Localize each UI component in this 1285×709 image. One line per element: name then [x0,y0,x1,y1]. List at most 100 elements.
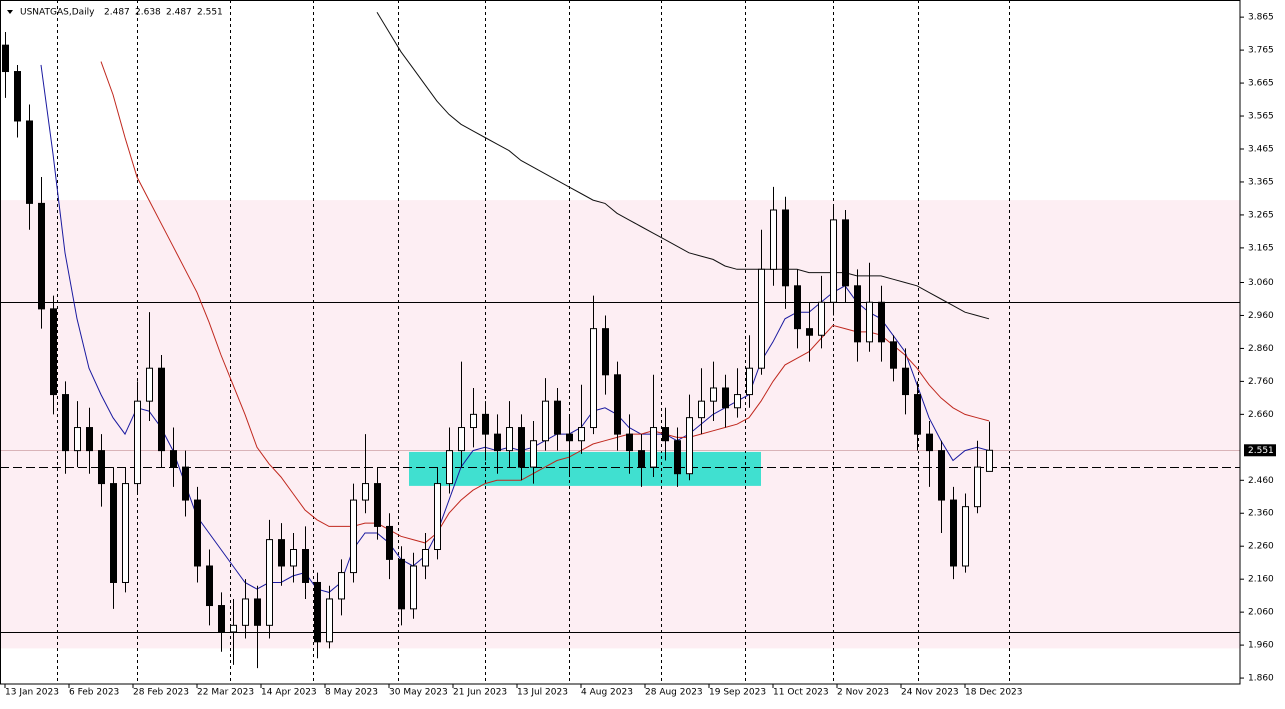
candle-body [842,219,849,287]
candle-body [554,400,561,435]
x-tick-label: 24 Nov 2023 [901,688,959,698]
candle-body [614,374,621,435]
candle-body [902,367,909,396]
candle-body [782,209,789,287]
candle-body [134,400,141,485]
candle-body [278,539,285,567]
x-tick-label: 13 Jan 2023 [5,688,59,698]
candle-body [974,466,981,508]
candle-body [374,483,381,527]
candle-body [710,387,717,402]
y-tick-label: 3.465 [1248,144,1274,154]
x-tick-label: 6 Feb 2023 [69,688,119,698]
moving-average [376,11,990,320]
x-tick-label: 28 Aug 2023 [645,688,703,698]
x-tick-label: 8 May 2023 [325,688,378,698]
candle-body [878,301,885,343]
candle-body [662,427,669,442]
candle-body [962,506,969,567]
candle-body [194,499,201,567]
y-tick-label: 3.060 [1248,278,1274,288]
candle-body [50,308,57,396]
y-tick-label: 2.360 [1248,509,1274,519]
open: 2.487 [104,8,130,18]
candle-body [698,400,705,419]
y-tick-label: 3.265 [1248,210,1274,220]
y-tick-label: 3.365 [1248,177,1274,187]
candle-body [302,549,309,583]
y-tick-label: 2.060 [1248,608,1274,618]
y-tick-label: 2.960 [1248,311,1274,321]
candle-body [590,328,597,429]
candle-body [674,440,681,475]
y-tick-label: 2.160 [1248,575,1274,585]
y-tick-label: 3.665 [1248,79,1274,89]
candle-body [314,581,321,643]
y-tick-label: 1.860 [1248,674,1274,684]
symbol: USNATGAS,Daily [20,8,95,18]
candle-body [494,433,501,452]
x-tick-label: 30 May 2023 [389,688,448,698]
candle-body [458,427,465,452]
x-tick-label: 4 Aug 2023 [581,688,633,698]
candle-body [434,483,441,551]
candle-body [206,565,213,607]
candle-body [770,209,777,270]
candle-body [242,598,249,626]
candle-body [830,219,837,303]
candle-body [986,449,993,472]
candle-body [890,341,897,369]
y-tick-label: 2.460 [1248,476,1274,486]
candle-body [266,539,273,626]
candle-body [362,483,369,501]
x-tick-label: 28 Feb 2023 [133,688,189,698]
plot-frame [0,0,1241,685]
candle-body [386,525,393,560]
y-tick-label: 3.765 [1248,46,1274,56]
candle-body [602,328,609,376]
menu-arrow[interactable] [7,10,13,14]
candle-body [518,427,525,468]
candle-body [290,549,297,567]
candle-body [350,499,357,574]
candle-body [398,558,405,610]
candle-body [110,483,117,583]
low: 2.487 [166,8,192,18]
candle-body [806,328,813,336]
candle-body [482,413,489,435]
candle-body [422,549,429,567]
candle-body [62,394,69,452]
candle-body [542,400,549,442]
candle-body [2,44,9,73]
candle-body [566,433,573,442]
price-label-box [1244,444,1276,457]
close: 2.551 [197,8,223,18]
candle-body [170,450,177,468]
candle-body [158,367,165,452]
candle-body [626,433,633,452]
candle-body [446,450,453,485]
candle-body [758,268,765,369]
candle-body [578,427,585,442]
price-label: 2.551 [1248,446,1274,456]
candle-body [182,466,189,501]
y-tick-label: 3.565 [1248,112,1274,122]
candle-body [854,285,861,343]
x-tick-label: 19 Sep 2023 [709,688,766,698]
candle-body [506,427,513,452]
candle-body [122,483,129,583]
candle-body [722,387,729,409]
candle-body [254,598,261,626]
candle-body [146,367,153,402]
x-tick-label: 18 Dec 2023 [965,688,1023,698]
candle-body [794,285,801,330]
high: 2.638 [135,8,161,18]
y-tick-label: 3.865 [1248,13,1274,23]
x-tick-label: 22 Mar 2023 [197,688,254,698]
candle-body [338,572,345,600]
y-tick-label: 2.260 [1248,542,1274,552]
candle-body [926,433,933,452]
candle-body [746,367,753,396]
